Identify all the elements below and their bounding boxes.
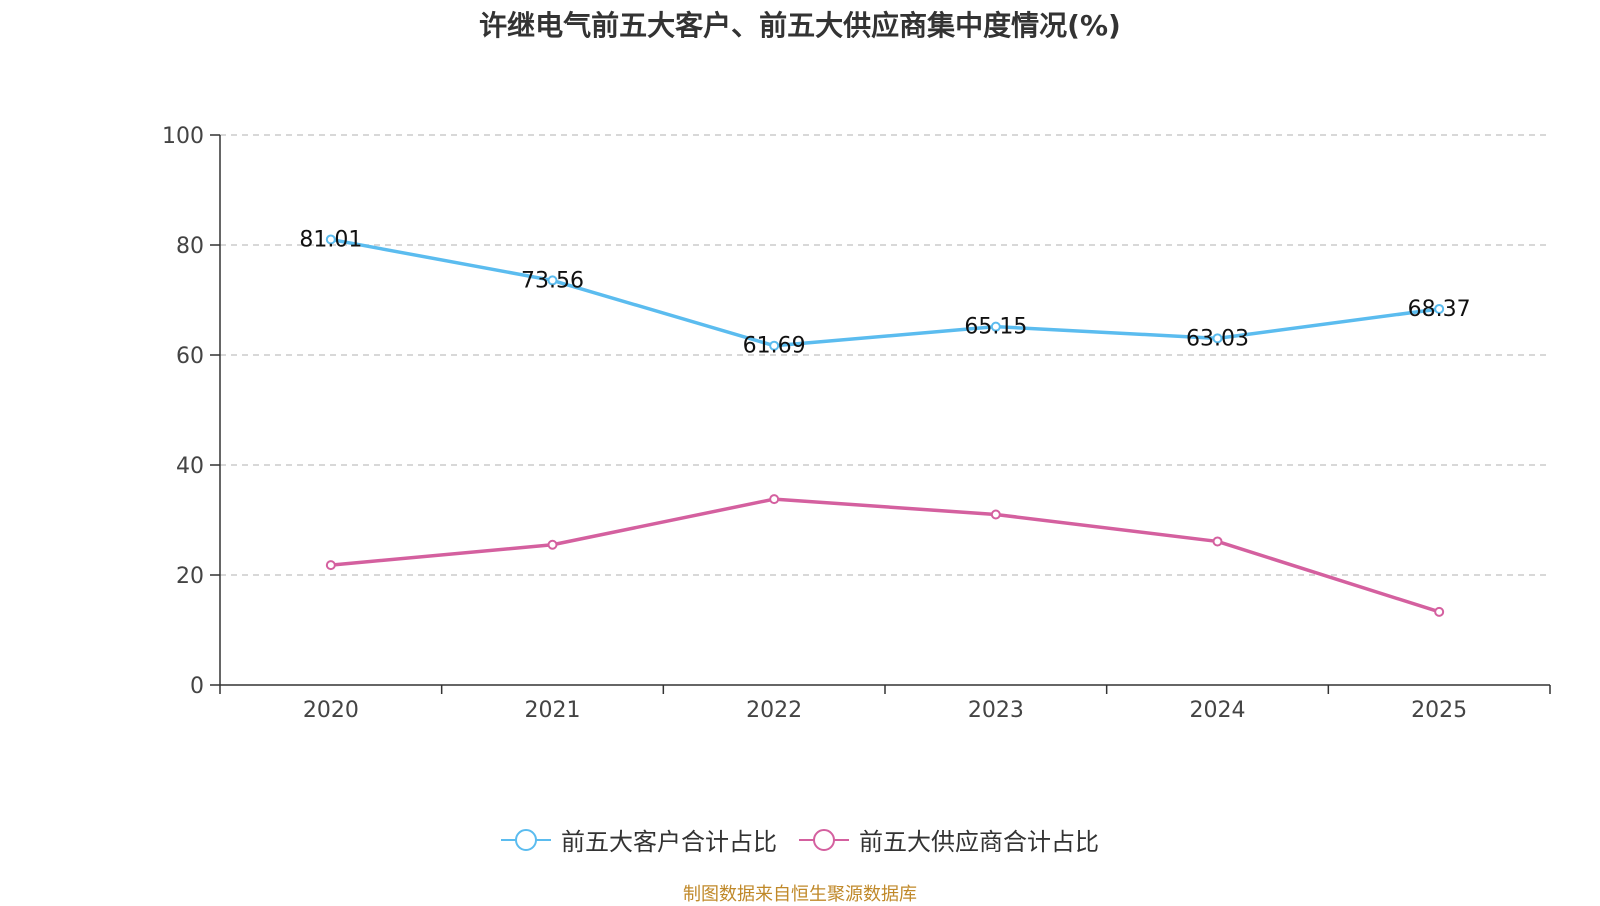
x-tick-label: 2025 bbox=[1411, 698, 1467, 723]
data-point bbox=[1434, 303, 1445, 314]
data-point bbox=[1212, 536, 1223, 547]
legend-suppliers-icon bbox=[799, 828, 849, 851]
data-label: 68.37 bbox=[1408, 297, 1471, 322]
data-point bbox=[325, 560, 336, 571]
data-label: 73.56 bbox=[521, 268, 584, 293]
y-tick-label: 80 bbox=[176, 234, 204, 259]
x-tick-label: 2020 bbox=[303, 698, 359, 723]
legend-item-suppliers[interactable]: 前五大供应商合计占比 bbox=[799, 822, 1099, 857]
data-labels: 81.01 73.56 61.69 65.15 63.03 68.37 bbox=[299, 227, 1470, 358]
data-point bbox=[990, 509, 1001, 520]
data-point bbox=[769, 340, 780, 351]
data-point bbox=[547, 275, 558, 286]
y-tick-label: 100 bbox=[162, 124, 204, 149]
axes: 0 20 40 60 80 100 2020 2021 2022 2023 2024 2025 bbox=[162, 124, 1551, 723]
y-tick-label: 40 bbox=[176, 454, 204, 479]
data-point bbox=[547, 539, 558, 550]
grid-lines bbox=[220, 134, 1550, 576]
chart-title: 许继电气前五大客户、前五大供应商集中度情况(%) bbox=[479, 9, 1121, 42]
data-label: 81.01 bbox=[299, 227, 362, 252]
data-point bbox=[325, 234, 336, 245]
y-tick-label: 60 bbox=[176, 344, 204, 369]
legend-label: 前五大客户合计占比 bbox=[561, 828, 777, 856]
legend-label: 前五大供应商合计占比 bbox=[859, 828, 1099, 856]
data-point bbox=[1212, 333, 1223, 344]
series-line-0 bbox=[330, 237, 1440, 348]
legend-item-customers[interactable]: 前五大客户合计占比 bbox=[501, 822, 777, 857]
source-note: 制图数据来自恒生聚源数据库 bbox=[683, 884, 917, 905]
data-point bbox=[769, 494, 780, 505]
x-tick-label: 2023 bbox=[968, 698, 1024, 723]
data-label: 65.15 bbox=[964, 315, 1027, 340]
data-label: 63.03 bbox=[1186, 326, 1249, 351]
legend: 前五大客户合计占比 前五大供应商合计占比 bbox=[0, 822, 1600, 857]
series bbox=[325, 234, 1445, 617]
y-tick-label: 0 bbox=[190, 674, 204, 699]
data-point bbox=[1434, 606, 1445, 617]
series-line-1 bbox=[330, 497, 1440, 614]
x-tick-label: 2022 bbox=[746, 698, 802, 723]
x-tick-label: 2021 bbox=[525, 698, 581, 723]
data-point bbox=[990, 321, 1001, 332]
y-tick-label: 20 bbox=[176, 564, 204, 589]
data-label: 61.69 bbox=[743, 334, 806, 359]
x-tick-label: 2024 bbox=[1190, 698, 1246, 723]
legend-customers-icon bbox=[501, 828, 551, 851]
